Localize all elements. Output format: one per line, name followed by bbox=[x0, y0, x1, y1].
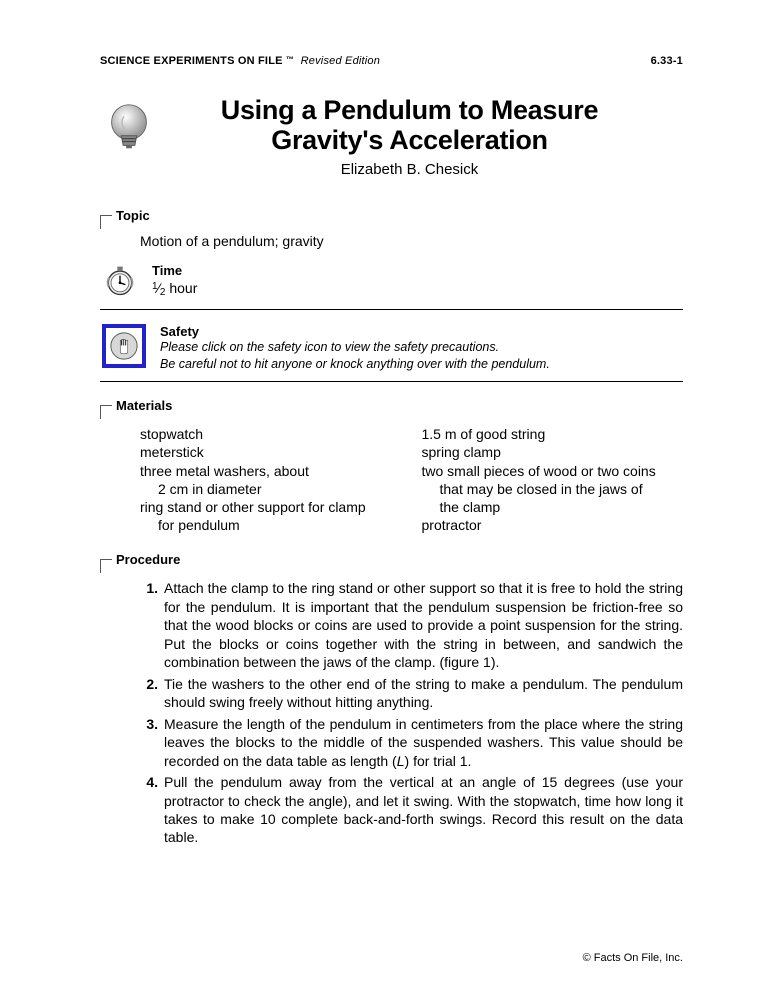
step-text: Tie the washers to the other end of the … bbox=[164, 675, 683, 712]
step-text: Attach the clamp to the ring stand or ot… bbox=[164, 579, 683, 671]
procedure-step: 3.Measure the length of the pendulum in … bbox=[140, 715, 683, 770]
procedure-section: Procedure 1.Attach the clamp to the ring… bbox=[100, 552, 683, 847]
bracket-decor bbox=[100, 405, 112, 419]
safety-section: Safety Please click on the safety icon t… bbox=[102, 324, 683, 373]
safety-warning: Be careful not to hit anyone or knock an… bbox=[160, 356, 550, 373]
material-item: 2 cm in diameter bbox=[140, 480, 402, 498]
materials-col-1: stopwatchmeterstickthree metal washers, … bbox=[140, 425, 402, 534]
material-item: that may be closed in the jaws of bbox=[422, 480, 684, 498]
material-item: ring stand or other support for clamp bbox=[140, 498, 402, 516]
time-label: Time bbox=[152, 263, 197, 278]
topic-section: Topic Motion of a pendulum; gravity bbox=[100, 208, 683, 249]
procedure-step: 1.Attach the clamp to the ring stand or … bbox=[140, 579, 683, 671]
material-item: the clamp bbox=[422, 498, 684, 516]
material-item: spring clamp bbox=[422, 443, 684, 461]
step-number: 4. bbox=[140, 773, 158, 847]
safety-icon[interactable] bbox=[102, 324, 146, 368]
divider bbox=[100, 309, 683, 310]
time-section: Time 1⁄2 hour bbox=[102, 263, 683, 299]
safety-note: Please click on the safety icon to view … bbox=[160, 339, 550, 356]
time-value: 1⁄2 hour bbox=[152, 280, 197, 298]
step-number: 1. bbox=[140, 579, 158, 671]
material-item: two small pieces of wood or two coins bbox=[422, 462, 684, 480]
material-item: three metal washers, about bbox=[140, 462, 402, 480]
material-item: 1.5 m of good string bbox=[422, 425, 684, 443]
procedure-label: Procedure bbox=[116, 552, 180, 567]
bracket-decor bbox=[100, 559, 112, 573]
copyright: © Facts On File, Inc. bbox=[583, 952, 683, 964]
bracket-decor bbox=[100, 215, 112, 229]
safety-label: Safety bbox=[160, 324, 550, 339]
procedure-step: 4.Pull the pendulum away from the vertic… bbox=[140, 773, 683, 847]
material-item: for pendulum bbox=[140, 516, 402, 534]
materials-col-2: 1.5 m of good stringspring clamptwo smal… bbox=[422, 425, 684, 534]
step-text: Pull the pendulum away from the vertical… bbox=[164, 773, 683, 847]
series-title: SCIENCE EXPERIMENTS ON FILE ™ Revised Ed… bbox=[100, 55, 380, 67]
procedure-step: 2.Tie the washers to the other end of th… bbox=[140, 675, 683, 712]
materials-label: Materials bbox=[116, 398, 172, 413]
step-number: 3. bbox=[140, 715, 158, 770]
material-item: stopwatch bbox=[140, 425, 402, 443]
stopwatch-icon bbox=[102, 263, 138, 299]
title-block: Using a Pendulum to MeasureGravity's Acc… bbox=[100, 95, 683, 178]
page-title: Using a Pendulum to MeasureGravity's Acc… bbox=[176, 95, 643, 155]
step-number: 2. bbox=[140, 675, 158, 712]
page-header: SCIENCE EXPERIMENTS ON FILE ™ Revised Ed… bbox=[100, 55, 683, 67]
topic-label: Topic bbox=[116, 208, 150, 223]
materials-section: Materials stopwatchmeterstickthree metal… bbox=[100, 398, 683, 534]
lightbulb-icon bbox=[100, 99, 158, 157]
material-item: protractor bbox=[422, 516, 684, 534]
author: Elizabeth B. Chesick bbox=[176, 161, 643, 178]
step-text: Measure the length of the pendulum in ce… bbox=[164, 715, 683, 770]
material-item: meterstick bbox=[140, 443, 402, 461]
divider bbox=[100, 381, 683, 382]
topic-text: Motion of a pendulum; gravity bbox=[140, 233, 683, 249]
page-number: 6.33-1 bbox=[651, 55, 683, 67]
